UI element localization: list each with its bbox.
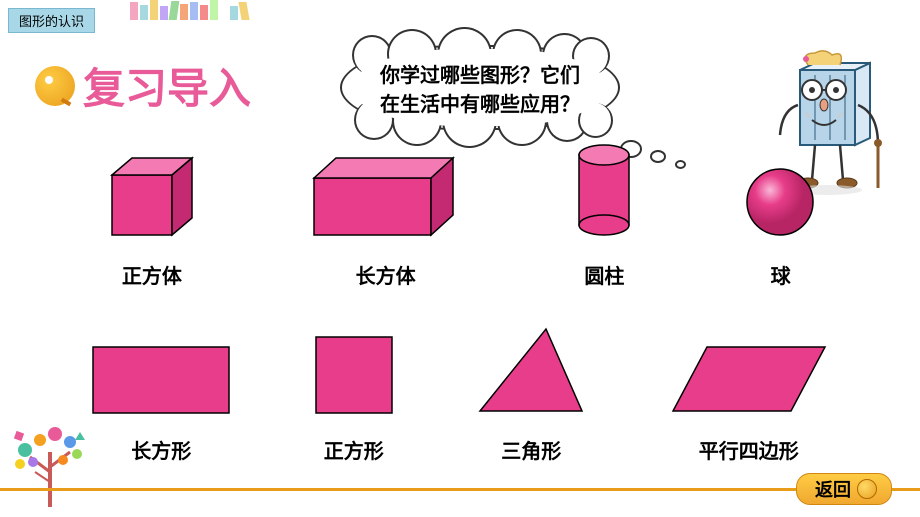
bottom-accent-line: [0, 488, 920, 491]
shape-square: 正方形: [314, 325, 394, 464]
return-button[interactable]: 返回: [796, 473, 892, 505]
shape-label: 圆柱: [584, 260, 624, 289]
shape-cylinder: 圆柱: [569, 150, 639, 289]
shape-rectangle: 长方形: [91, 325, 231, 464]
breadcrumb-text: 图形的认识: [19, 14, 84, 29]
shape-triangle: 三角形: [476, 325, 586, 464]
shape-cube: 正方体: [102, 150, 202, 289]
shape-label: 正方体: [122, 260, 182, 289]
shape-label: 平行四边形: [699, 435, 799, 464]
shape-label: 长方形: [131, 435, 191, 464]
breadcrumb: 图形的认识: [8, 8, 95, 33]
shape-label: 正方形: [324, 435, 384, 464]
bubble-line-1: 你学过哪些图形？它们: [380, 59, 580, 88]
shapes-2d-row: 长方形 正方形 三角形 平行四边形: [50, 325, 870, 464]
book-shelf-decoration: [130, 0, 330, 20]
shape-label: 三角形: [501, 435, 561, 464]
shape-sphere: 球: [743, 150, 818, 289]
q-logo-icon: [35, 66, 75, 106]
tree-icon: [5, 412, 100, 507]
bubble-body: 你学过哪些图形？它们 在生活中有哪些应用？: [340, 45, 620, 130]
shape-cuboid: 长方体: [306, 150, 466, 289]
section-title-text: 复习导入: [83, 55, 251, 116]
section-header: 复习导入: [35, 55, 251, 116]
thought-bubble: 你学过哪些图形？它们 在生活中有哪些应用？: [340, 45, 620, 130]
shape-label: 长方体: [356, 260, 416, 289]
shape-parallelogram: 平行四边形: [669, 325, 829, 464]
bubble-line-2: 在生活中有哪些应用？: [380, 88, 580, 117]
q-small-icon: [857, 479, 877, 499]
shapes-3d-row: 正方体 长方体 圆柱: [50, 150, 870, 289]
shape-label: 球: [771, 260, 791, 289]
return-button-label: 返回: [815, 476, 851, 502]
